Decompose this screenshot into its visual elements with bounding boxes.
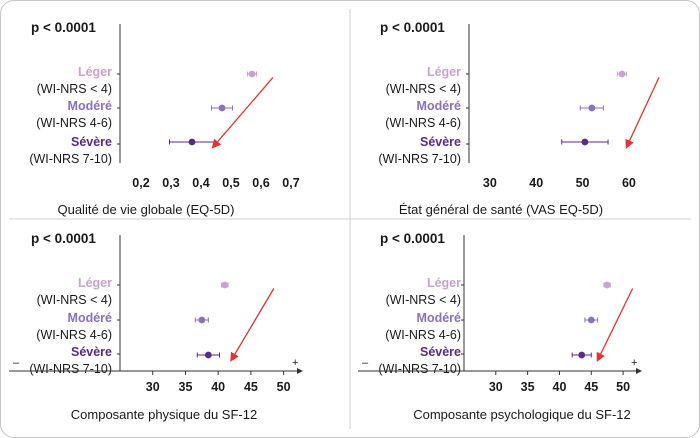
- group-label-2: Sévère: [71, 345, 112, 359]
- group-range-2: (WI-NRS 7-10): [29, 362, 112, 376]
- point-2: [581, 138, 589, 146]
- trend-arrow: [625, 77, 660, 149]
- x-tick-label: 45: [244, 380, 258, 394]
- group-range-0: (WI-NRS < 4): [386, 82, 461, 96]
- x-tick-label: 30: [483, 176, 497, 190]
- group-label-1: Modéré: [68, 99, 113, 113]
- group-range-2: (WI-NRS 7-10): [29, 152, 112, 166]
- p-value-label: p < 0.0001: [31, 20, 96, 35]
- x-tick-label: 50: [576, 176, 590, 190]
- x-axis-title: État général de santé (VAS EQ-5D): [399, 202, 603, 217]
- group-range-1: (WI-NRS 4-6): [36, 328, 112, 342]
- point-2: [578, 351, 586, 359]
- x-tick-label: 0,5: [222, 176, 239, 190]
- x-tick-label: 50: [616, 380, 630, 394]
- x-tick-label: 30: [146, 380, 160, 394]
- panel-4: p < 0.0001 Léger (WI-NRS < 4) Modéré (WI-NRS…: [358, 231, 642, 422]
- group-range-1: (WI-NRS 4-6): [385, 328, 461, 342]
- group-label-0: Léger: [78, 65, 112, 79]
- group-range-1: (WI-NRS 4-6): [36, 116, 112, 130]
- trend-arrow: [596, 288, 634, 363]
- plus-marker: +: [292, 357, 298, 369]
- group-range-0: (WI-NRS < 4): [386, 293, 461, 307]
- x-tick-label: 40: [211, 380, 225, 394]
- x-tick-label: 35: [179, 380, 193, 394]
- group-range-1: (WI-NRS 4-6): [385, 116, 461, 130]
- point-1: [588, 104, 596, 112]
- group-range-2: (WI-NRS 7-10): [378, 362, 461, 376]
- group-label-0: Léger: [427, 65, 461, 79]
- point-0: [618, 70, 626, 78]
- x-tick-label: 0,2: [132, 176, 149, 190]
- x-tick-label: 40: [529, 176, 543, 190]
- plus-marker: +: [631, 357, 637, 369]
- p-value-label: p < 0.0001: [31, 231, 96, 246]
- point-1: [218, 104, 226, 112]
- x-tick-label: 45: [584, 380, 598, 394]
- x-tick-label: 50: [277, 380, 291, 394]
- x-axis-title: Composante physique du SF-12: [71, 407, 257, 422]
- group-label-2: Sévère: [420, 135, 461, 149]
- point-2: [188, 138, 196, 146]
- x-tick-label: 60: [622, 176, 636, 190]
- trend-arrow: [230, 288, 275, 362]
- x-axis-title: Composante psychologique du SF-12: [413, 407, 631, 422]
- minus-marker: –: [362, 357, 369, 369]
- x-axis-title: Qualité de vie globale (EQ-5D): [57, 202, 234, 217]
- panel-1: p < 0.0001 Léger (WI-NRS < 4) Modéré (WI-NRS…: [29, 20, 299, 217]
- group-label-0: Léger: [427, 276, 461, 290]
- group-label-2: Sévère: [71, 135, 112, 149]
- point-2: [204, 351, 212, 359]
- trend-arrow: [211, 76, 274, 149]
- group-range-2: (WI-NRS 7-10): [378, 152, 461, 166]
- x-tick-label: 0,6: [252, 176, 269, 190]
- point-0: [221, 281, 229, 289]
- point-1: [198, 316, 206, 324]
- x-tick-label: 0,7: [282, 176, 299, 190]
- point-0: [248, 70, 256, 78]
- point-0: [603, 281, 611, 289]
- p-value-label: p < 0.0001: [380, 20, 445, 35]
- x-tick-label: 0,4: [192, 176, 209, 190]
- p-value-label: p < 0.0001: [380, 231, 445, 246]
- x-tick-label: 40: [553, 380, 567, 394]
- group-label-1: Modéré: [68, 311, 113, 325]
- x-tick-label: 0,3: [162, 176, 179, 190]
- panel-3: p < 0.0001 Léger (WI-NRS < 4) Modéré (WI-NRS…: [9, 231, 303, 422]
- x-tick-label: 30: [489, 380, 503, 394]
- group-label-2: Sévère: [420, 345, 461, 359]
- group-range-0: (WI-NRS < 4): [37, 82, 112, 96]
- minus-marker: –: [13, 357, 20, 369]
- group-label-1: Modéré: [417, 99, 462, 113]
- group-label-0: Léger: [78, 276, 112, 290]
- x-tick-label: 35: [521, 380, 535, 394]
- group-label-1: Modéré: [417, 311, 462, 325]
- group-range-0: (WI-NRS < 4): [37, 293, 112, 307]
- point-1: [587, 316, 595, 324]
- panel-2: p < 0.0001 Léger (WI-NRS < 4) Modéré (WI-NRS…: [378, 20, 660, 217]
